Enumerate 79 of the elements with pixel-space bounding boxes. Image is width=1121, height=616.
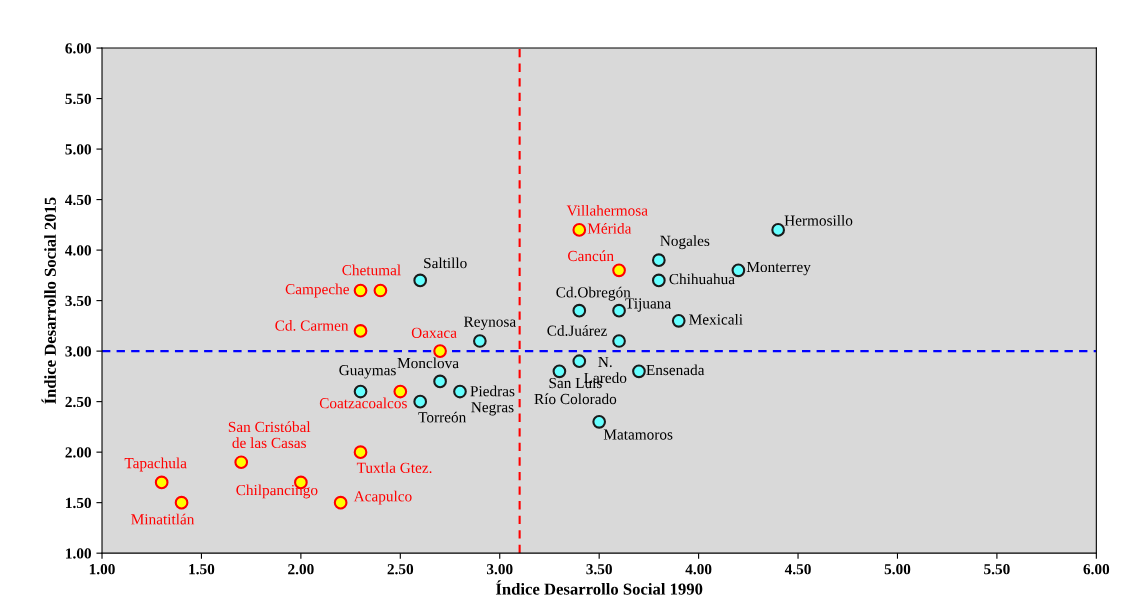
x-tick-label: 4.00 <box>685 564 712 575</box>
point <box>353 324 368 338</box>
annotation: Tapachula <box>124 457 187 472</box>
annotation: Villahermosa <box>566 204 648 216</box>
annotation: Cd.Juárez <box>547 325 607 336</box>
annotation: Oaxaca <box>411 327 457 338</box>
x-tick-label: 5.50 <box>984 564 1010 575</box>
y-tick-label: 5.00 <box>65 144 92 155</box>
x-tick-label: 4.50 <box>784 564 811 575</box>
point <box>612 303 626 318</box>
y-tick-label: 4.00 <box>65 245 92 256</box>
point <box>771 223 785 237</box>
point <box>373 283 388 298</box>
x-tick-label: 6.00 <box>1083 564 1110 575</box>
point <box>632 364 646 379</box>
point <box>453 384 467 399</box>
point <box>592 414 607 429</box>
x-tick-label: 3.50 <box>586 564 612 575</box>
y-tick-label: 5.50 <box>65 93 92 105</box>
annotation: Chihuahua <box>669 273 735 285</box>
point <box>433 374 447 389</box>
point <box>234 455 249 470</box>
point <box>473 334 487 348</box>
annotation: Chetumal <box>342 264 401 276</box>
x-tick-label: 1.50 <box>189 564 215 575</box>
x-tick-label: 5.00 <box>884 564 911 575</box>
point <box>651 273 666 288</box>
annotation: Mexicali <box>689 313 743 325</box>
point <box>651 253 666 268</box>
x-tick-label: 1.00 <box>89 564 115 575</box>
annotation: Ensenada <box>646 364 705 376</box>
y-tick-label: 2.00 <box>65 447 92 458</box>
y-tick-label: 1.00 <box>66 548 92 559</box>
point <box>671 313 686 328</box>
annotation: Mérida <box>587 222 632 234</box>
y-tick-label: 3.50 <box>65 295 92 307</box>
annotation: Tuxtla Gtez. <box>356 462 432 474</box>
annotation: Hermosillo <box>784 214 853 226</box>
point <box>174 495 189 510</box>
point <box>572 354 587 369</box>
point <box>612 334 626 348</box>
point <box>413 394 428 409</box>
x-tick-label: 3.00 <box>486 564 513 575</box>
y-tick-label: 3.00 <box>65 346 92 357</box>
annotation: Torreón <box>418 411 467 423</box>
y-tick-label: 2.50 <box>65 396 92 408</box>
point <box>154 475 169 490</box>
annotation: Acapulco <box>353 490 412 505</box>
x-tick-label: 2.00 <box>288 564 314 575</box>
x-tick-label: 2.50 <box>387 564 414 575</box>
annotation: Saltillo <box>424 257 467 269</box>
annotation: San Cristóbal de las Casas <box>228 421 311 449</box>
point <box>353 283 368 298</box>
y-tick-label: 6.00 <box>65 43 92 54</box>
point <box>333 495 348 510</box>
point <box>572 223 587 237</box>
annotation: Piedras Negras <box>470 385 515 416</box>
annotation: Campeche <box>285 283 349 298</box>
point <box>552 364 567 379</box>
y-axis-title: Índice Desarrollo Social 2015 <box>41 197 56 404</box>
x-axis-title: Índice Desarrollo Social 1990 <box>495 580 703 595</box>
point <box>413 273 428 288</box>
y-tick-label: 1.50 <box>66 497 92 509</box>
annotation: Monterrey <box>746 261 811 276</box>
annotation: Chilpancingo <box>236 484 318 499</box>
annotation: Nogales <box>660 235 710 250</box>
point <box>353 445 368 459</box>
annotation: Cancún <box>568 250 614 262</box>
y-tick-label: 4.50 <box>65 194 92 206</box>
annotation: Coatzacoalcos <box>319 397 407 409</box>
annotation: Guaymas <box>339 365 396 379</box>
point <box>433 344 447 358</box>
annotation: Cd. Carmen <box>275 319 349 331</box>
annotation: Monclova <box>397 357 459 369</box>
annotation: Matamoros <box>603 429 673 440</box>
annotation: Minatitlán <box>131 513 195 525</box>
point <box>572 303 587 318</box>
point <box>612 263 626 278</box>
annotation: Reynosa <box>463 316 516 330</box>
